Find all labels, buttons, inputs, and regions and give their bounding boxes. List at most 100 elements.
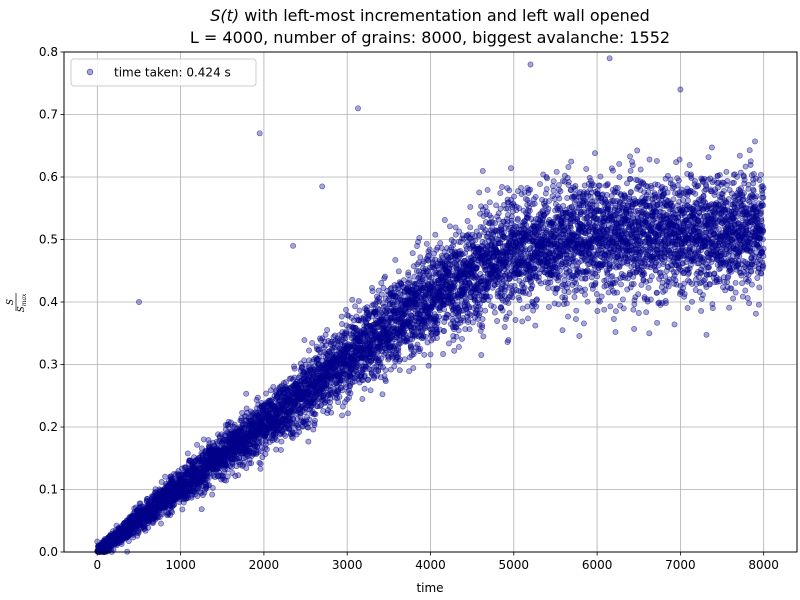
data-point [345,410,351,417]
data-point [406,277,413,284]
chart-title-line-2: L = 4000, number of grains: 8000, bigges… [190,28,670,47]
data-point [422,333,429,340]
data-point [441,306,448,313]
data-point [425,362,432,369]
data-point [409,250,416,257]
data-point [488,214,495,221]
data-point [277,446,284,453]
data-point [405,269,412,276]
data-point [361,385,368,392]
data-point [433,335,440,341]
data-point [391,363,398,370]
data-point [198,506,205,513]
data-point [479,167,486,174]
data-point [423,240,430,247]
data-point [262,451,269,458]
data-point [356,307,363,314]
data-point [312,411,319,418]
data-point [486,199,493,206]
data-point [476,233,483,240]
data-point [506,187,513,194]
data-point [355,298,362,305]
data-point [364,304,371,311]
data-point [499,184,505,190]
data-point [257,460,264,467]
data-point [241,459,248,466]
data-point [421,351,428,358]
data-point [296,429,303,435]
data-point [392,256,399,263]
data-point [359,395,366,402]
data-point [179,506,186,513]
data-point [482,307,489,314]
data-point [417,345,424,352]
data-point [309,339,316,346]
data-point [263,390,269,397]
data-point [125,538,132,545]
data-point [349,296,356,303]
data-point [339,412,346,419]
data-point [263,446,270,453]
data-point [312,417,318,424]
data-point [440,351,447,357]
data-point [378,280,385,286]
data-point [110,547,117,554]
data-point [162,473,169,480]
data-point [453,333,460,340]
data-point [278,438,285,445]
data-point [378,291,385,298]
data-point [243,390,250,397]
data-point [209,484,216,491]
data-point [396,367,403,374]
data-point [305,438,312,445]
data-point [184,450,191,457]
data-point [506,310,513,317]
data-point [335,399,342,406]
data-point [410,365,417,372]
data-point [301,337,308,344]
data-point [343,306,349,313]
data-point [493,202,500,209]
data-point [209,491,216,498]
data-point [487,293,493,300]
data-point [465,319,472,326]
data-point [322,331,329,338]
data-point [476,189,483,196]
data-point [505,299,512,306]
data-point [347,390,354,397]
data-point [495,216,502,223]
data-point [427,351,434,358]
data-point [501,324,508,330]
data-point [273,446,280,453]
data-point [497,190,504,197]
data-point [158,520,164,527]
data-point [466,326,473,333]
data-point [382,273,388,280]
data-point [446,223,453,230]
data-point [508,165,514,172]
data-point [478,352,485,358]
data-point [460,317,467,324]
data-point [365,376,372,383]
title-rest: with left-most incrementation and left w… [239,6,650,25]
data-point [291,365,298,372]
data-point [426,246,433,253]
data-point [169,509,176,516]
data-point [342,335,349,342]
data-point [382,378,389,385]
data-point [459,335,465,342]
data-point [417,254,424,261]
data-point [248,460,255,467]
data-point [324,327,331,333]
data-point [455,327,462,334]
data-point [395,268,402,275]
data-point [401,356,408,363]
data-point [338,313,345,320]
data-point [432,231,439,238]
data-point [306,416,313,423]
data-point [352,303,359,310]
data-point [472,237,479,244]
data-point [479,324,486,331]
data-point [437,240,444,247]
